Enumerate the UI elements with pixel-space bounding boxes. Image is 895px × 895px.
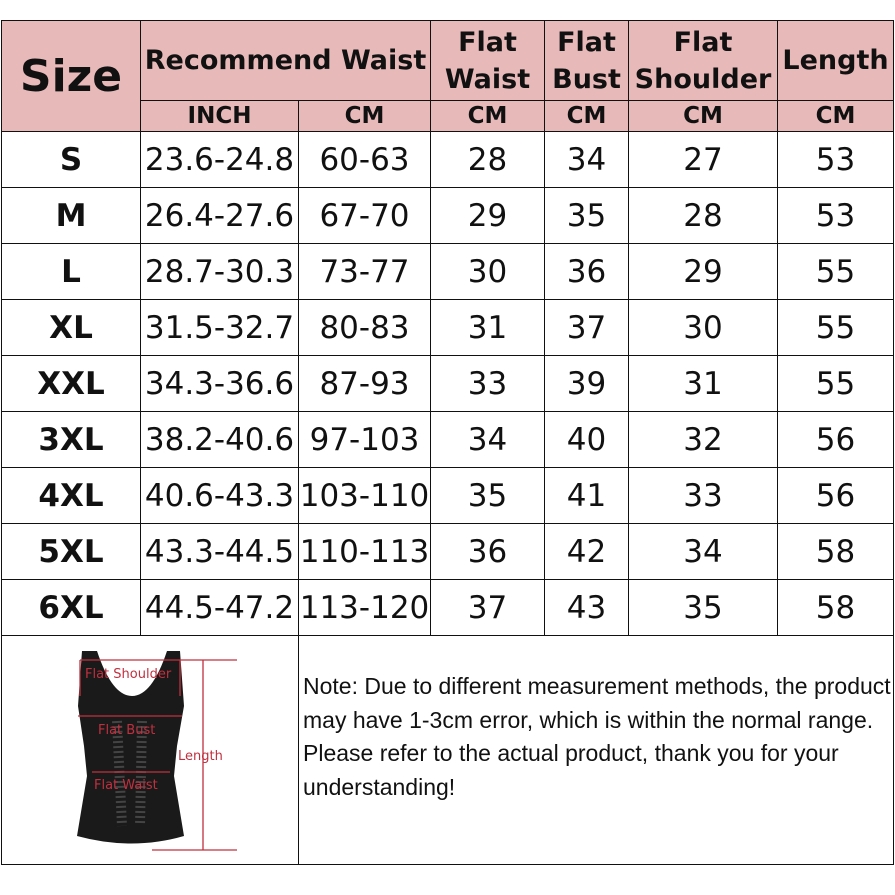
size-chart-table: Size Recommend Waist Flat Waist Flat Bus… — [1, 20, 894, 865]
cell-waist-cm: 80-83 — [298, 299, 431, 356]
cell-flat-bust: 40 — [544, 411, 629, 468]
label-flat-shoulder: Flat Shoulder — [85, 667, 172, 682]
cell-waist-inch: 26.4-27.6 — [140, 187, 299, 244]
cell-flat-shoulder: 35 — [628, 579, 778, 636]
cell-waist-inch: 34.3-36.6 — [140, 355, 299, 412]
cell-size: XXL — [1, 355, 141, 412]
cell-flat-bust: 42 — [544, 523, 629, 580]
cell-size: 5XL — [1, 523, 141, 580]
cell-flat-waist: 35 — [430, 467, 545, 524]
cell-waist-cm: 67-70 — [298, 187, 431, 244]
cell-waist-inch: 38.2-40.6 — [140, 411, 299, 468]
cell-length: 55 — [777, 299, 894, 356]
cell-size: M — [1, 187, 141, 244]
cell-flat-bust: 34 — [544, 131, 629, 188]
unit-cm: CM — [777, 100, 894, 132]
unit-cm: CM — [628, 100, 778, 132]
header-length: Length — [777, 20, 894, 101]
cell-flat-waist: 30 — [430, 243, 545, 300]
cell-flat-bust: 39 — [544, 355, 629, 412]
cell-size: S — [1, 131, 141, 188]
cell-waist-inch: 43.3-44.5 — [140, 523, 299, 580]
unit-inch: INCH — [140, 100, 299, 132]
cell-flat-waist: 36 — [430, 523, 545, 580]
cell-flat-shoulder: 30 — [628, 299, 778, 356]
cell-length: 53 — [777, 131, 894, 188]
cell-waist-cm: 97-103 — [298, 411, 431, 468]
cell-length: 55 — [777, 355, 894, 412]
cell-flat-shoulder: 34 — [628, 523, 778, 580]
header-flat-bust: Flat Bust — [544, 20, 629, 101]
cell-flat-waist: 29 — [430, 187, 545, 244]
cell-flat-waist: 31 — [430, 299, 545, 356]
cell-waist-cm: 103-110 — [298, 467, 431, 524]
cell-waist-cm: 110-113 — [298, 523, 431, 580]
cell-flat-bust: 36 — [544, 243, 629, 300]
cell-size: 6XL — [1, 579, 141, 636]
table-row: 4XL 40.6-43.3 103-110 35 41 33 56 — [1, 467, 894, 524]
cell-length: 58 — [777, 579, 894, 636]
cell-size: 3XL — [1, 411, 141, 468]
cell-waist-cm: 87-93 — [298, 355, 431, 412]
table-row: 3XL 38.2-40.6 97-103 34 40 32 56 — [1, 411, 894, 468]
cell-length: 55 — [777, 243, 894, 300]
cell-flat-bust: 41 — [544, 467, 629, 524]
cell-flat-shoulder: 32 — [628, 411, 778, 468]
cell-flat-waist: 33 — [430, 355, 545, 412]
cell-length: 53 — [777, 187, 894, 244]
measurement-diagram: Flat Shoulder Flat Bust Flat Waist Lengt… — [1, 635, 299, 865]
cell-size: 4XL — [1, 467, 141, 524]
unit-cm: CM — [544, 100, 629, 132]
table-row: 5XL 43.3-44.5 110-113 36 42 34 58 — [1, 523, 894, 580]
vest-illustration: Flat Shoulder Flat Bust Flat Waist Lengt… — [77, 651, 237, 851]
cell-flat-shoulder: 33 — [628, 467, 778, 524]
unit-cm: CM — [298, 100, 431, 132]
unit-cm: CM — [430, 100, 545, 132]
cell-waist-cm: 113-120 — [298, 579, 431, 636]
table-row: XL 31.5-32.7 80-83 31 37 30 55 — [1, 299, 894, 356]
cell-flat-bust: 43 — [544, 579, 629, 636]
cell-flat-waist: 37 — [430, 579, 545, 636]
header-flat-shoulder: Flat Shoulder — [628, 20, 778, 101]
table-row: S 23.6-24.8 60-63 28 34 27 53 — [1, 131, 894, 188]
cell-waist-cm: 60-63 — [298, 131, 431, 188]
table-row: XXL 34.3-36.6 87-93 33 39 31 55 — [1, 355, 894, 412]
cell-waist-inch: 23.6-24.8 — [140, 131, 299, 188]
cell-waist-inch: 44.5-47.2 — [140, 579, 299, 636]
cell-flat-shoulder: 31 — [628, 355, 778, 412]
cell-length: 56 — [777, 411, 894, 468]
header-recommend-waist: Recommend Waist — [140, 20, 431, 101]
cell-flat-shoulder: 27 — [628, 131, 778, 188]
table-row: 6XL 44.5-47.2 113-120 37 43 35 58 — [1, 579, 894, 636]
cell-size: XL — [1, 299, 141, 356]
cell-waist-inch: 40.6-43.3 — [140, 467, 299, 524]
label-flat-bust: Flat Bust — [98, 723, 155, 738]
cell-waist-inch: 31.5-32.7 — [140, 299, 299, 356]
header-flat-waist: Flat Waist — [430, 20, 545, 101]
note-text: Note: Due to different measurement metho… — [298, 635, 894, 865]
cell-flat-waist: 28 — [430, 131, 545, 188]
cell-flat-waist: 34 — [430, 411, 545, 468]
cell-flat-bust: 35 — [544, 187, 629, 244]
cell-waist-cm: 73-77 — [298, 243, 431, 300]
cell-length: 56 — [777, 467, 894, 524]
label-length: Length — [178, 749, 223, 764]
table-row: L 28.7-30.3 73-77 30 36 29 55 — [1, 243, 894, 300]
cell-flat-bust: 37 — [544, 299, 629, 356]
table-row: M 26.4-27.6 67-70 29 35 28 53 — [1, 187, 894, 244]
cell-length: 58 — [777, 523, 894, 580]
cell-flat-shoulder: 28 — [628, 187, 778, 244]
cell-size: L — [1, 243, 141, 300]
cell-flat-shoulder: 29 — [628, 243, 778, 300]
header-size: Size — [1, 20, 141, 132]
label-flat-waist: Flat Waist — [94, 778, 158, 793]
cell-waist-inch: 28.7-30.3 — [140, 243, 299, 300]
